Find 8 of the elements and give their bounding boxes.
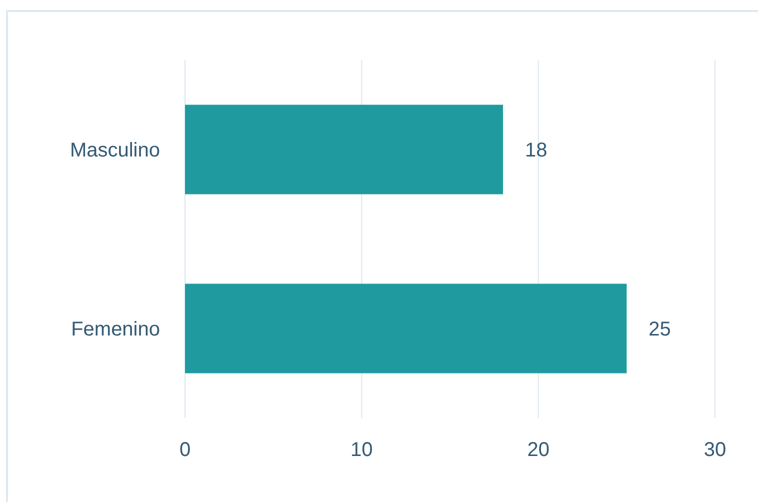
data-label: 18 bbox=[525, 140, 548, 162]
x-tick-label: 0 bbox=[179, 439, 191, 461]
y-tick-label: Masculino bbox=[70, 140, 160, 162]
data-label: 25 bbox=[648, 318, 671, 340]
x-tick-label: 20 bbox=[527, 439, 550, 461]
x-tick-label: 10 bbox=[350, 439, 373, 461]
y-tick-label: Femenino bbox=[71, 318, 160, 340]
x-tick-label: 30 bbox=[704, 439, 726, 461]
